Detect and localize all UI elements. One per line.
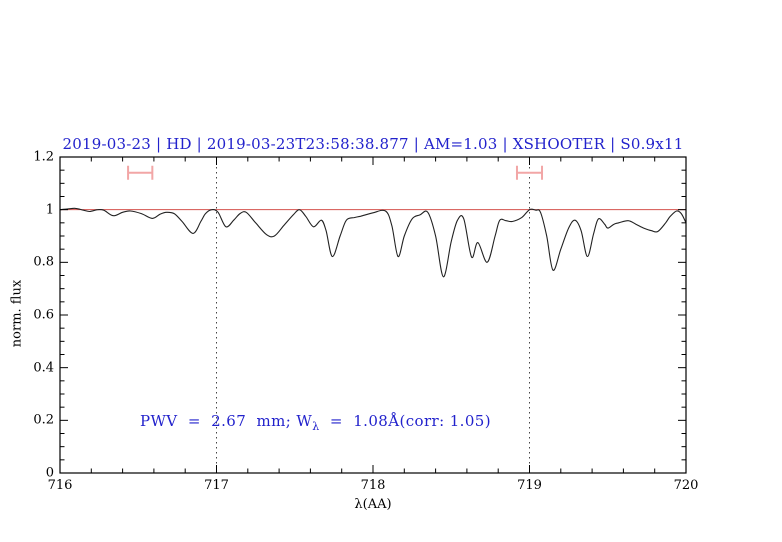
x-tick-label: 717	[204, 478, 229, 493]
annotation-text-pre: PWV = 2.67 mm; W	[140, 412, 313, 430]
y-tick-label: 0.2	[33, 412, 54, 428]
x-tick-label: 716	[47, 478, 73, 493]
range-marker	[515, 165, 544, 180]
annotation-pwv: PWV = 2.67 mm; Wλ = 1.08Å(corr: 1.05)	[140, 412, 491, 433]
y-tick-label: 0.4	[33, 360, 54, 376]
x-tick-label: 719	[517, 478, 542, 493]
annotation-text-post: = 1.08Å(corr: 1.05)	[319, 412, 491, 430]
y-tick-label: 0	[45, 465, 54, 481]
y-tick-label: 0.8	[33, 254, 54, 270]
spectrum-line	[59, 207, 687, 278]
y-tick-label: 1	[45, 202, 54, 218]
x-axis-label: λ(AA)	[354, 497, 392, 512]
x-tick-label: 720	[673, 478, 699, 493]
y-tick-label: 1.2	[33, 149, 54, 165]
x-tick-label: 718	[360, 478, 386, 493]
annotation-subscript-lambda: λ	[312, 420, 320, 433]
plot-title: 2019-03-23 | HD | 2019-03-23T23:58:38.87…	[62, 135, 684, 153]
y-tick-label: 0.6	[33, 307, 54, 323]
range-marker	[127, 165, 154, 180]
